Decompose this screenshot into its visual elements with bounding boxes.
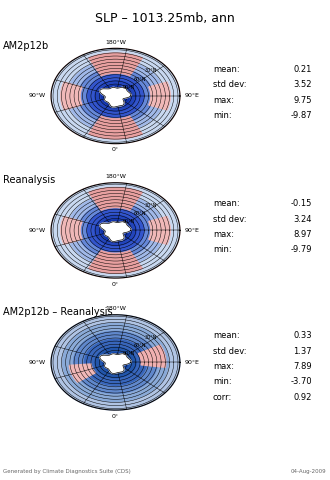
Text: 30°N: 30°N — [144, 335, 157, 340]
Text: -0.15: -0.15 — [290, 199, 312, 208]
Text: 180°W: 180°W — [105, 39, 126, 45]
Text: 90°W: 90°W — [29, 360, 46, 365]
Polygon shape — [67, 195, 164, 266]
Polygon shape — [51, 315, 180, 410]
Text: 90°E: 90°E — [185, 228, 200, 233]
Polygon shape — [63, 324, 168, 401]
Polygon shape — [89, 251, 142, 273]
Text: SLP – 1013.25mb, ann: SLP – 1013.25mb, ann — [95, 12, 235, 25]
Polygon shape — [87, 75, 144, 117]
Text: max:: max: — [213, 96, 234, 105]
Polygon shape — [138, 345, 166, 367]
Polygon shape — [52, 184, 179, 277]
Text: -9.79: -9.79 — [290, 245, 312, 254]
Polygon shape — [100, 87, 131, 107]
Polygon shape — [95, 347, 136, 378]
Text: mean:: mean: — [213, 65, 240, 74]
Polygon shape — [84, 339, 147, 385]
Polygon shape — [51, 183, 180, 278]
Polygon shape — [87, 209, 144, 252]
Text: corr:: corr: — [213, 393, 232, 402]
Polygon shape — [89, 188, 142, 210]
Text: 90°E: 90°E — [185, 94, 200, 98]
Text: std dev:: std dev: — [213, 215, 247, 224]
Text: min:: min: — [213, 245, 231, 254]
Text: 8.97: 8.97 — [293, 230, 312, 239]
Text: -3.70: -3.70 — [290, 377, 312, 386]
Polygon shape — [89, 53, 142, 76]
Polygon shape — [51, 183, 180, 278]
Text: mean:: mean: — [213, 199, 240, 208]
Polygon shape — [95, 81, 136, 111]
Text: Reanalysis: Reanalysis — [3, 175, 55, 185]
Polygon shape — [97, 217, 134, 244]
Polygon shape — [51, 315, 180, 410]
Polygon shape — [100, 354, 131, 373]
Text: mean:: mean: — [213, 331, 240, 340]
Text: 180°W: 180°W — [105, 306, 126, 311]
Text: 0°: 0° — [112, 282, 119, 287]
Text: 0°: 0° — [112, 147, 119, 153]
Text: 7.89: 7.89 — [293, 362, 312, 371]
Text: min:: min: — [213, 377, 231, 386]
Text: 90°E: 90°E — [185, 360, 200, 365]
Text: AM2p12b: AM2p12b — [3, 41, 49, 51]
Polygon shape — [101, 220, 130, 241]
Text: 9.75: 9.75 — [293, 96, 312, 105]
Text: 04-Aug-2009: 04-Aug-2009 — [291, 469, 327, 474]
Polygon shape — [52, 49, 179, 143]
Polygon shape — [149, 82, 170, 110]
Text: 60°N: 60°N — [133, 77, 146, 82]
Text: Generated by Climate Diagnostics Suite (CDS): Generated by Climate Diagnostics Suite (… — [3, 469, 131, 474]
Text: 3.52: 3.52 — [293, 80, 312, 89]
Polygon shape — [89, 116, 142, 139]
Polygon shape — [61, 82, 82, 110]
Polygon shape — [69, 364, 95, 382]
Text: 30°N: 30°N — [144, 203, 157, 208]
Text: 90°W: 90°W — [29, 94, 46, 98]
Polygon shape — [88, 76, 143, 116]
Polygon shape — [88, 210, 143, 251]
Polygon shape — [97, 83, 134, 109]
Polygon shape — [61, 216, 82, 244]
Text: 90°W: 90°W — [29, 228, 46, 233]
Polygon shape — [100, 222, 131, 241]
Text: min:: min: — [213, 111, 231, 120]
Text: 60°N: 60°N — [133, 211, 146, 216]
Text: max:: max: — [213, 230, 234, 239]
Text: AM2p12b – Reanalysis: AM2p12b – Reanalysis — [3, 307, 113, 317]
Polygon shape — [67, 60, 164, 132]
Text: 30°N: 30°N — [144, 69, 157, 73]
Text: 90°N: 90°N — [122, 84, 135, 90]
Text: std dev:: std dev: — [213, 347, 247, 356]
Text: 0.21: 0.21 — [293, 65, 312, 74]
Text: 60°N: 60°N — [133, 343, 146, 348]
Text: max:: max: — [213, 362, 234, 371]
Polygon shape — [51, 48, 180, 144]
Text: 0.92: 0.92 — [293, 393, 312, 402]
Polygon shape — [101, 85, 130, 107]
Polygon shape — [95, 215, 136, 246]
Polygon shape — [74, 331, 157, 394]
Polygon shape — [52, 316, 179, 409]
Polygon shape — [103, 353, 128, 372]
Text: 3.24: 3.24 — [293, 215, 312, 224]
Polygon shape — [149, 216, 170, 244]
Text: 0°: 0° — [112, 414, 119, 419]
Text: std dev:: std dev: — [213, 80, 247, 89]
Polygon shape — [78, 68, 153, 124]
Text: 90°N: 90°N — [122, 219, 135, 224]
Text: 0.33: 0.33 — [293, 331, 312, 340]
Text: -9.87: -9.87 — [290, 111, 312, 120]
Text: 90°N: 90°N — [122, 351, 135, 356]
Text: 180°W: 180°W — [105, 174, 126, 179]
Polygon shape — [78, 203, 153, 258]
Text: 1.37: 1.37 — [293, 347, 312, 356]
Polygon shape — [51, 48, 180, 144]
